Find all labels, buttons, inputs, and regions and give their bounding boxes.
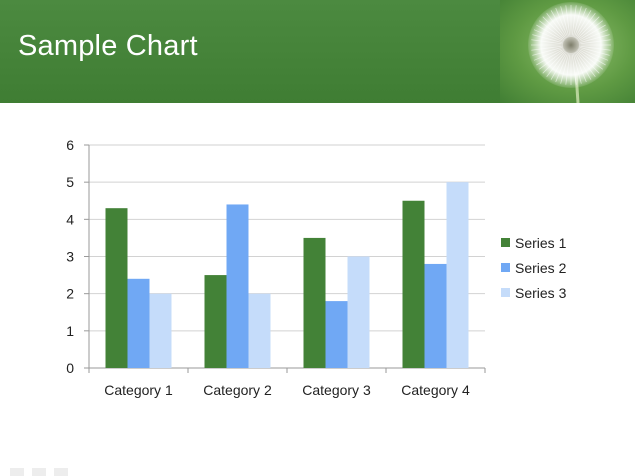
dandelion-seed-ray	[573, 52, 587, 83]
dandelion-seed-ray	[575, 51, 596, 77]
dandelion-seed-ray	[539, 49, 565, 70]
dandelion-seed-ray	[574, 51, 592, 80]
dandelion-seed-ray	[532, 46, 564, 56]
dandelion-seed-ray	[533, 47, 564, 61]
bar-series-2	[424, 263, 447, 368]
dandelion-seed-ray	[577, 24, 606, 42]
slide-header: Sample Chart	[0, 0, 635, 103]
dandelion-seed-ray	[578, 45, 611, 51]
dandelion-seed-ray	[542, 50, 566, 74]
dandelion-seed-ray	[578, 47, 609, 61]
legend-swatch	[501, 263, 510, 272]
bar-series-2	[127, 278, 150, 368]
dandelion-seed-ray	[577, 49, 603, 70]
bar-series-1	[402, 200, 425, 368]
legend-label: Series 2	[515, 260, 567, 276]
bar-series-3	[149, 293, 172, 368]
legend-label: Series 3	[515, 285, 567, 301]
bar-series-3	[446, 182, 469, 368]
dandelion-seed-ray	[571, 5, 577, 38]
dandelion-seed-ray	[578, 29, 609, 43]
y-tick-label: 2	[66, 286, 74, 302]
dandelion-image	[500, 0, 635, 103]
dandelion-seed-ray	[578, 46, 610, 56]
footer-decoration	[10, 468, 68, 476]
x-tick-label: Category 3	[302, 382, 371, 398]
slide-title: Sample Chart	[18, 30, 198, 62]
dandelion-seed-ray	[578, 34, 610, 44]
dandelion-seed-ray	[550, 10, 568, 39]
y-tick-label: 3	[66, 249, 74, 265]
bar-series-1	[303, 237, 326, 368]
dandelion-seed-ray	[577, 20, 603, 41]
dandelion-seed-ray	[573, 7, 587, 38]
legend-swatch	[501, 288, 510, 297]
dandelion-seed-ray	[575, 13, 596, 39]
dandelion-seed-ray	[546, 13, 567, 39]
bar-chart: 0 1 2 3 4 5 6 Category 1 Category 2 Category 3 Cat…	[66, 137, 567, 398]
bar-series-1	[204, 275, 227, 368]
dandelion-seed-ray	[576, 50, 600, 74]
dandelion-seed-ray	[533, 29, 564, 43]
dandelion-seed-ray	[550, 51, 568, 80]
dandelion-seed-ray	[571, 52, 577, 85]
dandelion-seed-ray	[531, 45, 564, 51]
y-tick-label: 0	[66, 360, 74, 376]
x-tick-label: Category 2	[203, 382, 272, 398]
dandelion-seed-ray	[536, 24, 565, 42]
chart-area: 0 1 2 3 4 5 6 Category 1 Category 2 Category 3 Cat…	[0, 103, 635, 476]
dandelion-seed-ray	[578, 39, 611, 45]
y-tick-label: 5	[66, 174, 74, 190]
y-tick-label: 1	[66, 323, 74, 339]
dandelion-seed-ray	[555, 52, 569, 83]
legend-label: Series 1	[515, 235, 567, 251]
bar-series-3	[347, 256, 370, 368]
dandelion-seed-ray	[532, 34, 564, 44]
bar-series-2	[226, 204, 249, 368]
dandelion-seed-ray	[555, 7, 569, 38]
dandelion-seed-ray	[572, 52, 582, 84]
y-tick-label: 6	[66, 137, 74, 153]
bar-series-2	[325, 301, 348, 368]
y-tick-label: 4	[66, 211, 74, 227]
legend-swatch	[501, 238, 510, 247]
dandelion-seed-ray	[536, 48, 565, 66]
dandelion-seed-ray	[565, 5, 571, 38]
bar-series-3	[248, 293, 271, 368]
dandelion-seed-ray	[542, 16, 566, 40]
dandelion-seed-ray	[546, 51, 567, 77]
dandelion-seed-ray	[577, 48, 606, 66]
dandelion-seed-ray	[565, 52, 571, 85]
dandelion-seed-ray	[560, 52, 570, 84]
x-tick-label: Category 4	[401, 382, 470, 398]
dandelion-seed-ray	[539, 20, 565, 41]
dandelion-seed-ray	[531, 39, 564, 45]
dandelion-seed-ray	[572, 6, 582, 38]
dandelion-seed-ray	[576, 16, 600, 40]
dandelion-seed-ray	[574, 10, 592, 39]
x-tick-label: Category 1	[104, 382, 173, 398]
bar-series-1	[105, 208, 128, 368]
dandelion-seed-ray	[560, 6, 570, 38]
